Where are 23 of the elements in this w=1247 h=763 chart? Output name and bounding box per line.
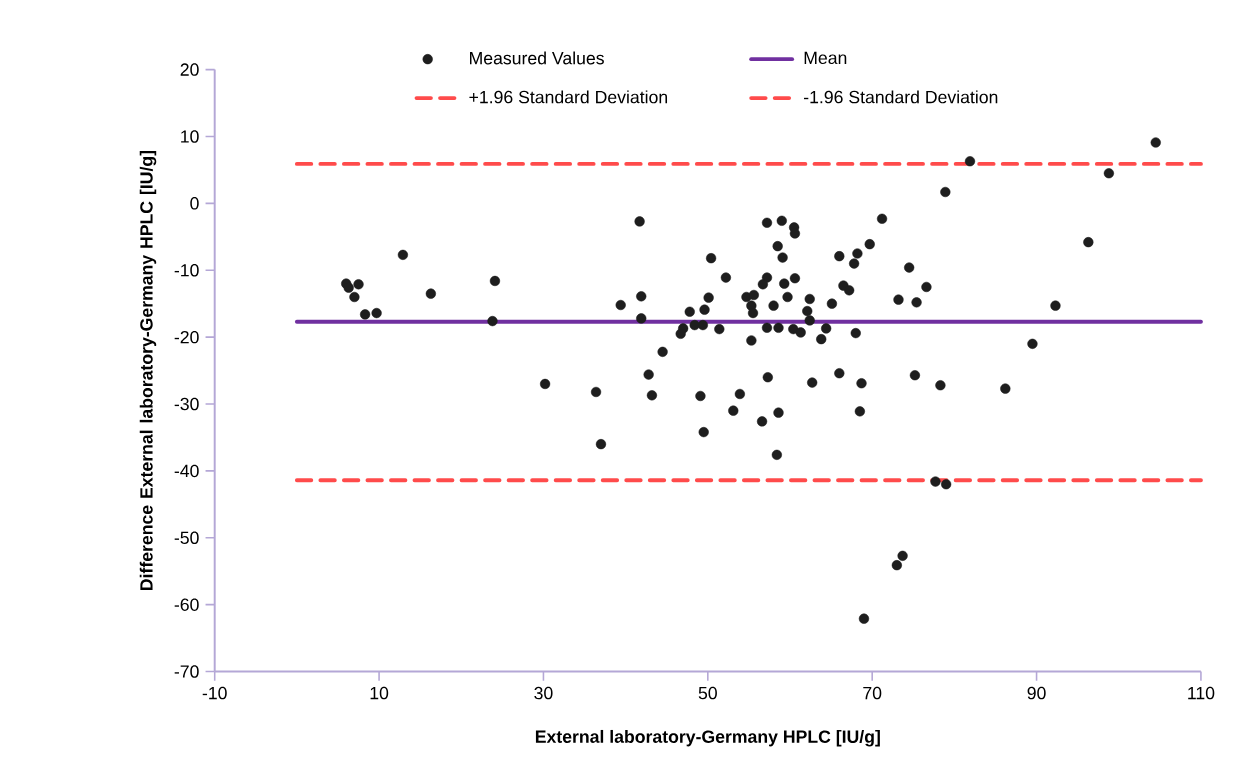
y-tick-label: -30: [174, 397, 199, 411]
y-tick-label: -60: [174, 598, 199, 612]
y-tick-label: 20: [180, 63, 199, 76]
x-tick-label: -10: [202, 686, 227, 700]
y-tick-label: 0: [190, 197, 199, 210]
x-tick-label: 70: [863, 686, 882, 700]
x-axis-title: External laboratory-Germany HPLC [IU/g]: [535, 730, 880, 747]
y-tick-label: -70: [174, 665, 199, 678]
legend-label: -1.96 Standard Deviation: [804, 90, 998, 104]
y-tick-label: -40: [174, 464, 199, 478]
x-tick-label: 50: [698, 686, 717, 700]
legend-label: Mean: [804, 51, 847, 65]
x-tick-label: 30: [534, 686, 553, 700]
y-axis-title: Difference External laboratory-Germany HPLC [IU/g]: [139, 151, 157, 591]
y-tick-label: -10: [174, 264, 199, 277]
legend-label: Measured Values: [470, 51, 604, 65]
y-tick-label: -20: [174, 331, 199, 344]
y-tick-label: 10: [181, 130, 199, 143]
y-tick-label: -50: [174, 531, 199, 545]
x-tick-label: 90: [1027, 686, 1046, 700]
x-tick-label: 110: [1188, 686, 1215, 700]
x-tick-label: 10: [370, 686, 389, 700]
legend-label: +1.96 Standard Deviation: [469, 90, 668, 104]
